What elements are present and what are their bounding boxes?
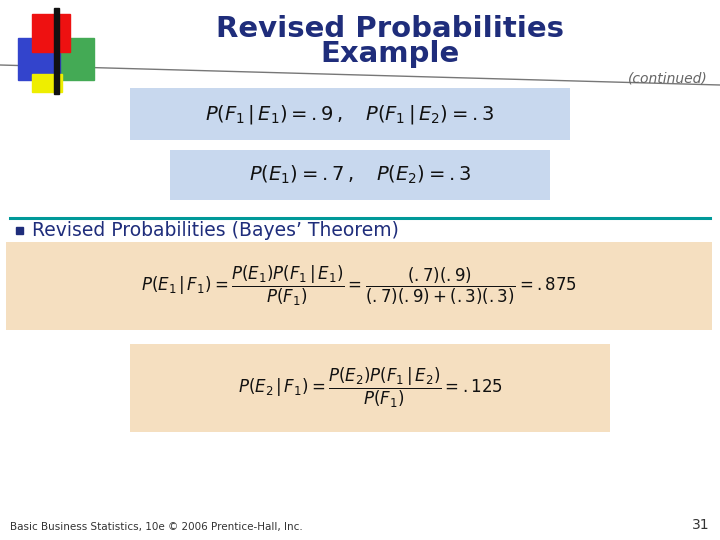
- Text: 31: 31: [693, 518, 710, 532]
- Text: (continued): (continued): [629, 72, 708, 86]
- Text: $P(E_2\,|\,F_1) = \dfrac{P(E_2)P(F_1\,|\,E_2)}{P(F_1)} = .125$: $P(E_2\,|\,F_1) = \dfrac{P(E_2)P(F_1\,|\…: [238, 366, 503, 410]
- FancyBboxPatch shape: [6, 242, 712, 330]
- Text: Example: Example: [320, 40, 459, 68]
- Bar: [52, 38, 94, 80]
- FancyBboxPatch shape: [170, 150, 550, 200]
- Text: $P(E_1) = .7\,,\quad P(E_2) = .3$: $P(E_1) = .7\,,\quad P(E_2) = .3$: [249, 164, 471, 186]
- Text: $P(E_1\,|\,F_1) = \dfrac{P(E_1)P(F_1\,|\,E_1)}{P(F_1)} = \dfrac{(.7)(.9)}{(.7)(.: $P(E_1\,|\,F_1) = \dfrac{P(E_1)P(F_1\,|\…: [141, 264, 577, 308]
- Bar: [16, 227, 23, 234]
- Text: Revised Probabilities: Revised Probabilities: [216, 15, 564, 43]
- FancyBboxPatch shape: [130, 344, 610, 432]
- Text: $P(F_1\,|\,E_1) = .9\,,\quad P(F_1\,|\,E_2) = .3$: $P(F_1\,|\,E_1) = .9\,,\quad P(F_1\,|\,E…: [205, 103, 495, 125]
- FancyBboxPatch shape: [130, 88, 570, 140]
- Bar: [18, 38, 60, 80]
- Bar: [54, 8, 59, 94]
- Text: Basic Business Statistics, 10e © 2006 Prentice-Hall, Inc.: Basic Business Statistics, 10e © 2006 Pr…: [10, 522, 302, 532]
- Bar: [32, 14, 70, 52]
- Bar: [32, 74, 62, 92]
- Text: Revised Probabilities (Bayes’ Theorem): Revised Probabilities (Bayes’ Theorem): [32, 220, 399, 240]
